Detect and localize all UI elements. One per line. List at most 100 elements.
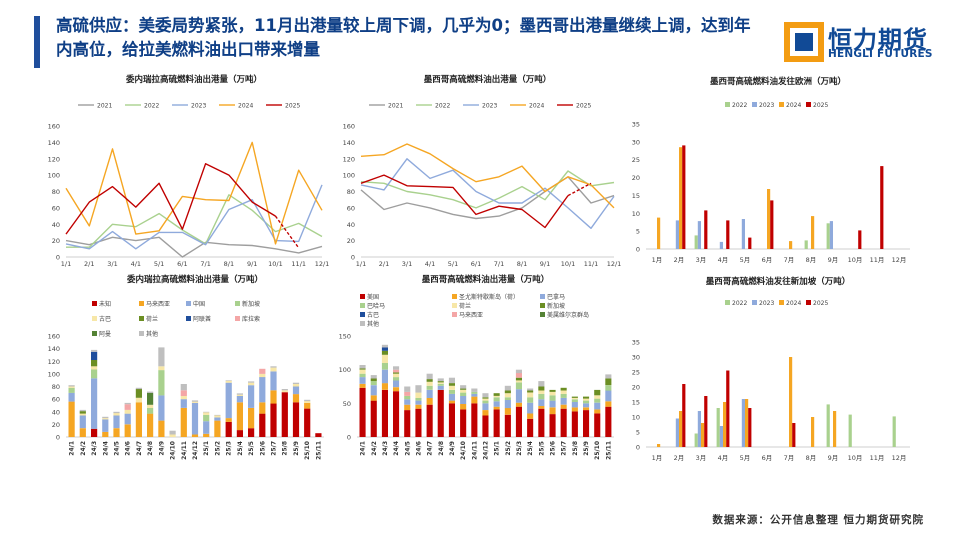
bar-新加坡: [493, 393, 500, 396]
bar-新加坡: [370, 378, 377, 382]
bar-巴哈马: [415, 397, 422, 401]
x-tick-label: 2/1: [379, 260, 389, 268]
bar-巴拿马: [393, 380, 400, 388]
bar-阿曼: [147, 392, 154, 405]
x-tick-label: 5月: [740, 454, 751, 462]
legend-swatch-2023: [752, 300, 757, 305]
bar-荷兰: [79, 411, 86, 414]
y-tick-label: 10: [632, 414, 640, 422]
bar-美国: [404, 410, 411, 437]
y-tick-label: 160: [343, 123, 355, 131]
bar-新加坡: [560, 387, 567, 391]
x-tick-label: 9/1: [247, 260, 257, 268]
bar-美国: [504, 414, 511, 437]
bar-美国: [359, 387, 366, 437]
legend-swatch-2023: [752, 102, 757, 107]
logo-text-cn: 恒力期货: [828, 26, 928, 54]
bar-美国: [538, 408, 545, 437]
bar-巴拿马: [549, 400, 556, 408]
chart-title: 墨西哥高硫燃料油出港量（万吨）: [422, 274, 550, 285]
series-line-2021: [65, 236, 323, 258]
chart-1: 委内瑞拉高硫燃料油出港量（万吨） 2021 2022 2023 2024 2025 0 20 4…: [48, 74, 330, 268]
bar-其他: [191, 400, 199, 402]
bar-其他: [91, 349, 98, 352]
legend-swatch-圣尤斯特歇斯岛（荷）: [452, 294, 457, 299]
bar-2024: [657, 217, 661, 249]
x-tick-label: 25/8: [282, 441, 289, 456]
bar-荷兰: [359, 369, 366, 374]
x-tick-label: 25/11: [315, 441, 322, 460]
bar-巴哈马: [549, 395, 556, 401]
chart-2: 墨西哥高硫燃料油出港量（万吨） 2021 2022 2023 2024 2025 0 20 40…: [343, 74, 622, 268]
legend-label: 马来西亚: [146, 300, 170, 308]
bar-中国: [158, 395, 165, 421]
bar-中国: [113, 415, 120, 429]
bar-巴拿马: [437, 385, 444, 390]
bar-美国: [527, 418, 534, 437]
x-tick-label: 24/7: [427, 441, 434, 456]
legend-label: 2022: [732, 102, 747, 109]
bar-巴拿马: [482, 403, 489, 410]
bar-2022: [892, 416, 896, 447]
x-tick-label: 25/9: [583, 441, 590, 456]
bar-2025: [682, 384, 686, 447]
bar-2022: [826, 404, 830, 447]
bar-其他: [248, 381, 255, 383]
x-tick-label: 24/11: [181, 441, 188, 460]
bar-新加坡: [203, 414, 210, 422]
series-line-2024: [360, 143, 615, 209]
x-tick-label: 25/2: [214, 441, 221, 456]
bar-美国: [370, 400, 377, 437]
bar-其他: [180, 384, 187, 391]
legend-swatch-巴拿马: [540, 294, 545, 299]
x-tick-label: 25/8: [572, 441, 579, 456]
bar-古巴: [147, 404, 154, 408]
legend-label: 2025: [813, 300, 828, 307]
x-tick-label: 24/10: [460, 441, 467, 460]
bar-新加坡: [538, 386, 545, 391]
x-tick-label: 24/8: [147, 441, 154, 456]
bar-2022: [848, 414, 852, 447]
x-tick-label: 24/4: [393, 441, 400, 456]
legend-swatch-荷兰: [139, 316, 144, 321]
bar-2025: [770, 200, 774, 249]
bar-圣尤斯特歇斯岛（荷）: [448, 400, 455, 404]
y-tick-label: 40: [52, 221, 60, 229]
legend-label: 古巴: [99, 315, 111, 323]
chart-title: 墨西哥高硫燃料油发往欧洲（万吨）: [710, 76, 846, 87]
legend-swatch-美属维尔京群岛: [540, 312, 545, 317]
x-tick-label: 25/4: [237, 441, 244, 456]
bar-巴拿马: [370, 385, 377, 396]
x-tick-label: 25/6: [259, 441, 266, 456]
x-tick-label: 10/1: [561, 260, 576, 268]
series-line-2021: [360, 176, 615, 220]
bar-未知: [236, 430, 243, 437]
legend-label: 美属维尔京群岛: [547, 311, 589, 319]
bar-圣尤斯特歇斯岛（荷）: [493, 406, 500, 410]
legend-label: 2023: [191, 103, 206, 110]
x-tick-label: 24/4: [102, 441, 109, 456]
bar-新加坡: [571, 396, 578, 398]
y-tick-label: 10: [632, 210, 640, 218]
legend-swatch-2025: [806, 300, 811, 305]
bar-2025: [748, 408, 752, 447]
bar-巴哈马: [359, 373, 366, 378]
x-tick-label: 25/5: [538, 441, 545, 456]
bar-其他: [158, 347, 165, 367]
legend-label: 2021: [388, 103, 403, 110]
bar-其他: [359, 365, 366, 369]
legend-swatch-古巴: [92, 316, 97, 321]
bar-中国: [180, 399, 187, 408]
x-tick-label: 8/1: [517, 260, 527, 268]
bar-中国: [270, 371, 277, 391]
x-tick-label: 24/2: [80, 441, 87, 456]
chart-title: 墨西哥高硫燃料油发往新加坡（万吨）: [706, 276, 851, 287]
bar-2023: [675, 220, 679, 249]
x-tick-label: 6/1: [177, 260, 187, 268]
legend-label: 2023: [759, 300, 774, 307]
x-tick-label: 8月: [806, 454, 817, 462]
bar-其他: [370, 375, 377, 379]
x-tick-label: 8月: [806, 256, 817, 264]
y-tick-label: 20: [632, 384, 640, 392]
bar-中国: [79, 415, 86, 429]
